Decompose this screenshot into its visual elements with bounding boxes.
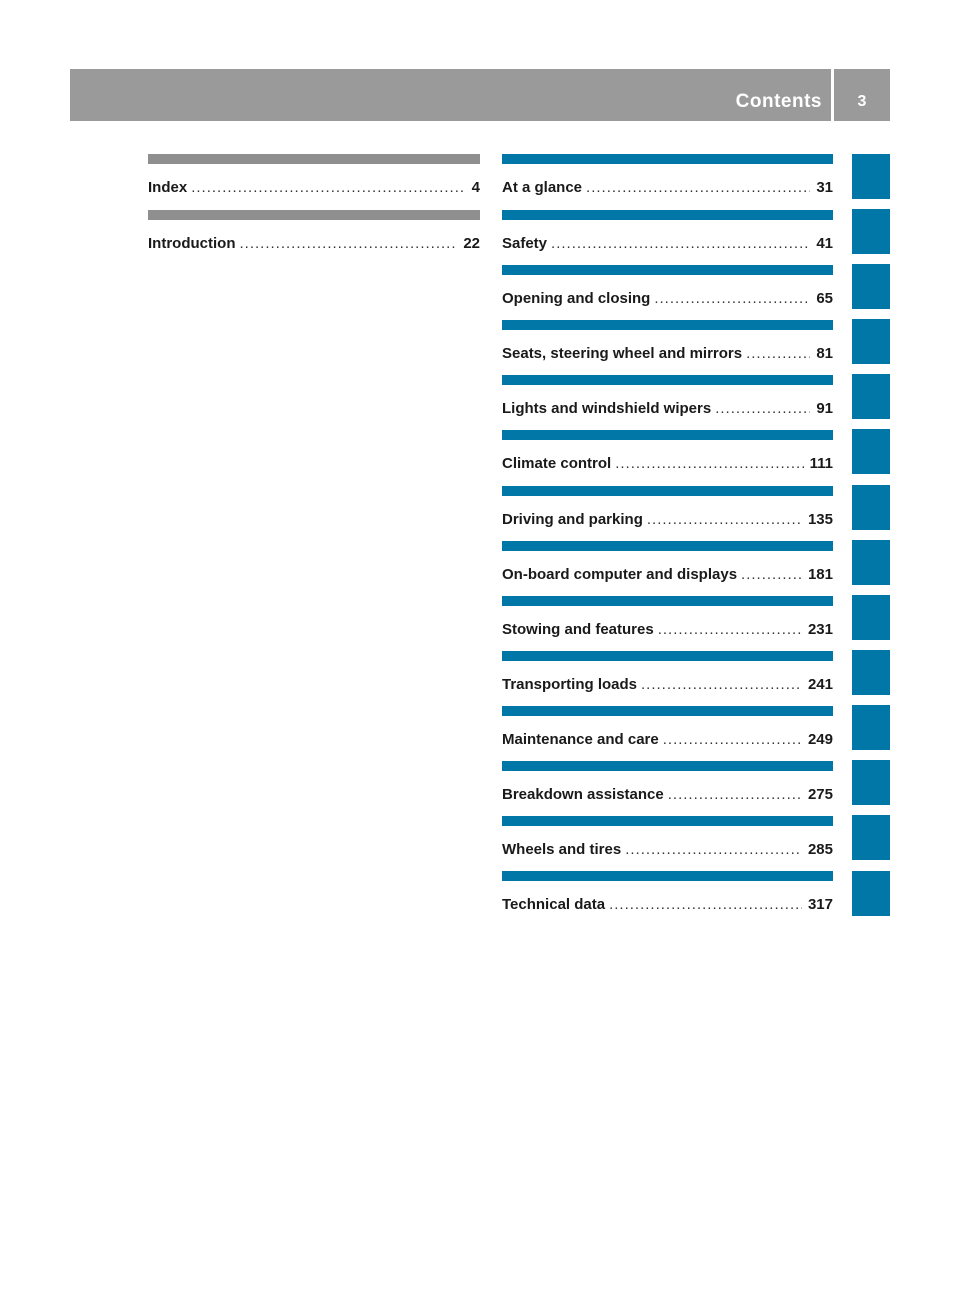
toc-leader-dots — [746, 344, 810, 364]
section-bar — [502, 154, 833, 164]
thumb-tab-at-a-glance[interactable] — [852, 154, 890, 199]
toc-entry-lights-and-wipers[interactable]: Lights and windshield wipers 91 — [502, 375, 833, 421]
toc-leader-dots — [551, 234, 810, 254]
section-bar — [148, 154, 480, 164]
toc-label: Breakdown assistance — [502, 786, 664, 803]
thumb-tab-maintenance-and-care[interactable] — [852, 705, 890, 750]
toc-page: 231 — [807, 621, 833, 638]
toc-label: On-board computer and displays — [502, 566, 738, 583]
page-header: Contents 3 — [70, 69, 890, 121]
toc-entry-technical-data[interactable]: Technical data 317 — [502, 871, 833, 917]
toc-page: 241 — [807, 676, 833, 693]
toc-leader-dots — [625, 840, 802, 860]
toc-page: 285 — [807, 841, 833, 858]
toc-entry-at-a-glance[interactable]: At a glance 31 — [502, 154, 833, 200]
toc-leader-dots — [741, 565, 802, 585]
thumb-tab-transporting-loads[interactable] — [852, 650, 890, 695]
thumb-tab-wheels-and-tires[interactable] — [852, 815, 890, 860]
toc-entry-opening-and-closing[interactable]: Opening and closing 65 — [502, 265, 833, 311]
section-bar — [502, 816, 833, 826]
toc-entry-on-board-computer[interactable]: On-board computer and displays 181 — [502, 541, 833, 587]
toc-label: Maintenance and care — [502, 731, 659, 748]
toc-label: Climate control — [502, 455, 612, 472]
toc-leader-dots — [615, 454, 803, 474]
header-page-number: 3 — [857, 93, 867, 110]
toc-label: Index — [148, 179, 188, 196]
toc-leader-dots — [715, 399, 810, 419]
toc-page: 81 — [816, 345, 833, 362]
header-divider — [831, 69, 834, 121]
toc-label: Introduction — [148, 235, 236, 252]
section-bar — [502, 541, 833, 551]
thumb-tab-climate-control[interactable] — [852, 429, 890, 474]
section-bar — [502, 320, 833, 330]
thumb-tab-technical-data[interactable] — [852, 871, 890, 916]
toc-entry-seats-steering-mirrors[interactable]: Seats, steering wheel and mirrors 81 — [502, 320, 833, 366]
toc-page: 91 — [816, 400, 833, 417]
toc-page: 111 — [809, 455, 833, 472]
thumb-tab-opening-and-closing[interactable] — [852, 264, 890, 309]
toc-entry-transporting-loads[interactable]: Transporting loads 241 — [502, 651, 833, 697]
section-bar — [502, 651, 833, 661]
toc-label: Stowing and features — [502, 621, 654, 638]
toc-page: 249 — [807, 731, 833, 748]
toc-label: Wheels and tires — [502, 841, 622, 858]
toc-leader-dots — [668, 785, 802, 805]
toc-page: 65 — [816, 290, 833, 307]
toc-label: Technical data — [502, 896, 606, 913]
section-bar — [502, 430, 833, 440]
toc-label: Safety — [502, 235, 548, 252]
toc-label: Driving and parking — [502, 511, 643, 528]
header-title: Contents — [735, 91, 822, 112]
toc-entry-safety[interactable]: Safety 41 — [502, 210, 833, 256]
toc-entry-climate-control[interactable]: Climate control 111 — [502, 430, 833, 476]
toc-entry-index[interactable]: Index 4 — [148, 154, 480, 200]
toc-leader-dots — [647, 510, 802, 530]
toc-leader-dots — [641, 675, 802, 695]
section-bar — [502, 761, 833, 771]
thumb-tab-breakdown-assistance[interactable] — [852, 760, 890, 805]
section-bar — [502, 375, 833, 385]
toc-leader-dots — [663, 730, 802, 750]
toc-entry-stowing-and-features[interactable]: Stowing and features 231 — [502, 596, 833, 642]
section-bar — [148, 210, 480, 220]
toc-label: Transporting loads — [502, 676, 638, 693]
toc-leader-dots — [654, 289, 810, 309]
thumb-tab-on-board-computer[interactable] — [852, 540, 890, 585]
thumb-tab-driving-and-parking[interactable] — [852, 485, 890, 530]
toc-page: 317 — [807, 896, 833, 913]
toc-label: Lights and windshield wipers — [502, 400, 712, 417]
toc-leader-dots — [609, 895, 802, 915]
toc-entry-driving-and-parking[interactable]: Driving and parking 135 — [502, 486, 833, 532]
toc-page: 181 — [807, 566, 833, 583]
toc-leader-dots — [239, 234, 457, 254]
toc-label: At a glance — [502, 179, 583, 196]
toc-leader-dots — [658, 620, 802, 640]
section-bar — [502, 210, 833, 220]
section-bar — [502, 871, 833, 881]
toc-page: 22 — [463, 235, 480, 252]
thumb-tab-stowing-and-features[interactable] — [852, 595, 890, 640]
toc-entry-maintenance-and-care[interactable]: Maintenance and care 249 — [502, 706, 833, 752]
toc-label: Opening and closing — [502, 290, 651, 307]
toc-entry-introduction[interactable]: Introduction 22 — [148, 210, 480, 256]
toc-entry-breakdown-assistance[interactable]: Breakdown assistance 275 — [502, 761, 833, 807]
section-bar — [502, 265, 833, 275]
section-bar — [502, 486, 833, 496]
toc-label: Seats, steering wheel and mirrors — [502, 345, 743, 362]
toc-leader-dots — [191, 178, 465, 198]
toc-entry-wheels-and-tires[interactable]: Wheels and tires 285 — [502, 816, 833, 862]
toc-page: 41 — [816, 235, 833, 252]
toc-page: 4 — [471, 179, 480, 196]
thumb-tab-lights-and-wipers[interactable] — [852, 374, 890, 419]
section-bar — [502, 596, 833, 606]
toc-leader-dots — [586, 178, 810, 198]
thumb-tab-safety[interactable] — [852, 209, 890, 254]
toc-page: 135 — [807, 511, 833, 528]
toc-page: 31 — [816, 179, 833, 196]
toc-page: 275 — [807, 786, 833, 803]
section-bar — [502, 706, 833, 716]
thumb-tab-seats-steering-mirrors[interactable] — [852, 319, 890, 364]
